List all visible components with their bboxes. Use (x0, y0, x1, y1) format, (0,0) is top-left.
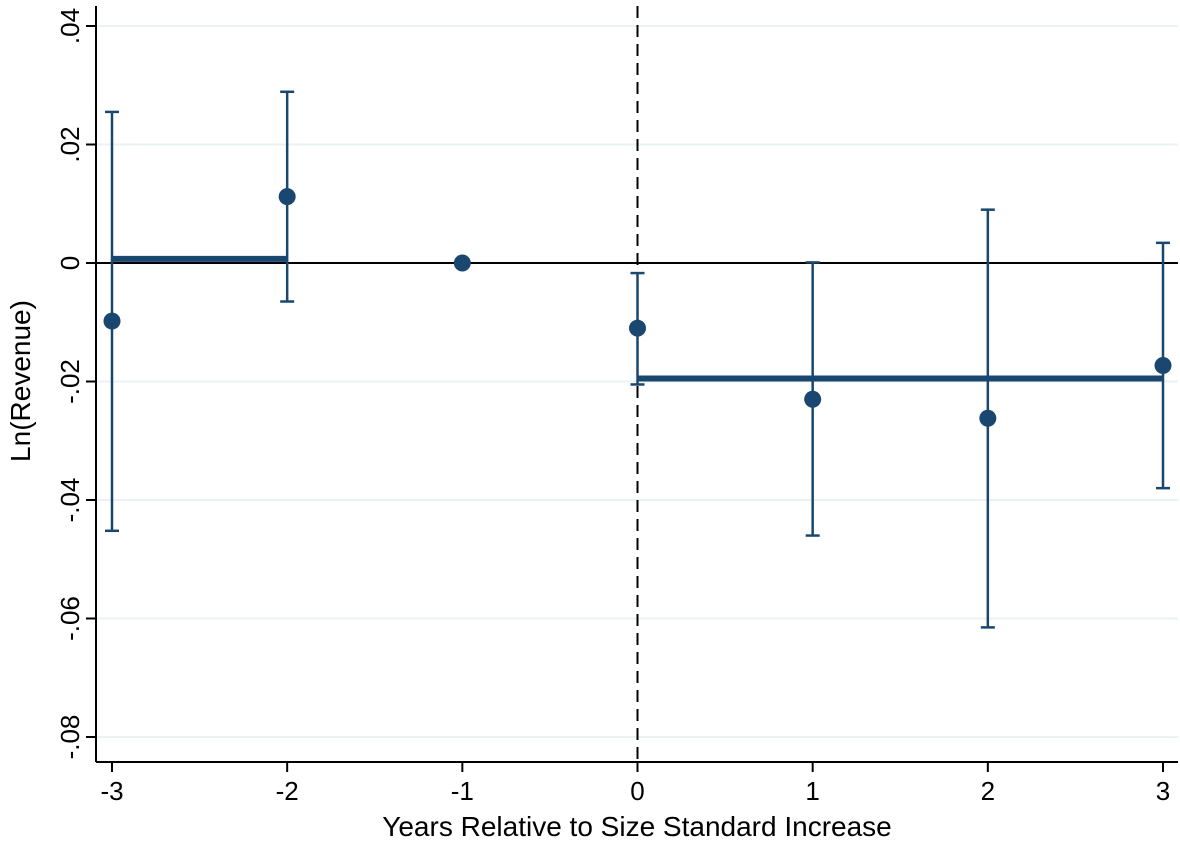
y-tick-label-5: -.06 (55, 596, 85, 641)
tick-labels: .04 .02 0 -.02 -.04 -.06 -.08 -3 -2 -1 0 1 2 3 (55, 8, 1170, 806)
x-tick-label-0: -3 (100, 776, 123, 806)
y-tick-label-3: -.02 (55, 359, 85, 404)
x-tick-label-4: 1 (805, 776, 819, 806)
y-tick-label-1: .02 (55, 126, 85, 162)
data-point-2 (453, 254, 471, 272)
data-point-1 (278, 188, 296, 206)
data-point-0 (103, 312, 121, 330)
x-tick-label-5: 2 (981, 776, 995, 806)
reference-lines (96, 6, 1178, 762)
data-point-3 (629, 319, 646, 337)
average-segments (112, 255, 1163, 382)
y-axis-title: Ln(Revenue) (5, 300, 36, 462)
x-tick-label-6: 3 (1156, 776, 1170, 806)
y-tick-label-2: 0 (55, 256, 85, 270)
data-point-4 (804, 390, 822, 408)
data-point-5 (979, 409, 997, 427)
data-points (103, 188, 1172, 427)
x-tick-label-3: 0 (630, 776, 644, 806)
y-tick-label-0: .04 (55, 8, 85, 44)
x-tick-label-1: -2 (276, 776, 299, 806)
x-tick-label-2: -1 (451, 776, 474, 806)
y-tick-label-4: -.04 (55, 478, 85, 523)
y-tick-label-6: -.08 (55, 715, 85, 760)
data-point-6 (1154, 357, 1172, 375)
axes (86, 6, 1178, 772)
x-axis-title: Years Relative to Size Standard Increase (382, 811, 891, 842)
